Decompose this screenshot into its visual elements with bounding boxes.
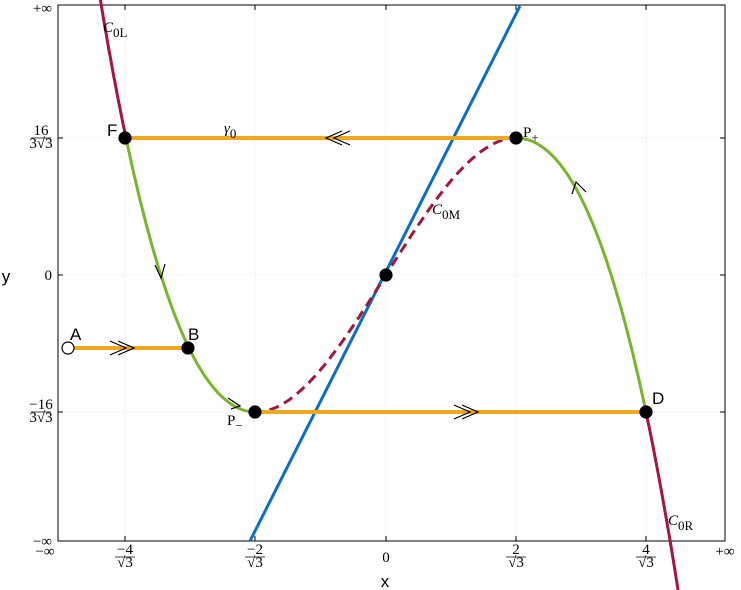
x-axis-label: x	[381, 572, 390, 590]
arrows	[109, 130, 587, 420]
point	[61, 341, 75, 355]
point-label-p-minus-sub: −	[235, 418, 242, 433]
plot-frame	[57, 4, 726, 542]
tick-label: −∞	[35, 544, 54, 560]
double-arrow	[453, 404, 480, 420]
y-axis-label: y	[2, 267, 11, 286]
point	[118, 131, 132, 145]
tick-numerator: 16	[34, 123, 50, 139]
tick-label: +∞	[33, 1, 52, 17]
tick-denominator: √3	[508, 555, 524, 571]
tick-numerator: 2	[512, 542, 520, 558]
unstable-middle	[268, 136, 517, 412]
tick-numerator: 4	[642, 542, 650, 558]
flow-arrow	[571, 180, 587, 195]
tick-label: 0	[45, 268, 53, 284]
curve-label-sub: 0M	[442, 207, 461, 222]
point-label: D	[652, 389, 664, 408]
curve-label-base: γ	[224, 121, 231, 137]
double-arrow	[324, 130, 351, 146]
point	[639, 405, 653, 419]
flow-arrow	[227, 397, 242, 410]
curve-label-base: C	[668, 513, 679, 529]
point-label-p-plus-base: P	[523, 125, 531, 141]
curve-label-sub: 0	[230, 126, 237, 141]
point-label-p-plus-sub: +	[531, 130, 538, 145]
tick-denominator: 3√3	[29, 136, 52, 152]
curve-label-sub: 0L	[113, 25, 128, 40]
point-label: A	[70, 325, 82, 344]
point-label: B	[188, 325, 199, 344]
tick-denominator: √3	[117, 555, 133, 571]
tick-numerator: −2	[247, 542, 263, 558]
curve-label-base: C	[432, 202, 443, 218]
tick-denominator: √3	[638, 555, 654, 571]
flow-arrow	[154, 263, 166, 280]
point-label-p-plus: P+	[523, 125, 539, 145]
curve-label: C0M	[432, 202, 461, 222]
branch-left	[98, 0, 128, 139]
curve-label: C0R	[668, 513, 694, 533]
point	[181, 341, 195, 355]
point-label-p-minus: P−	[227, 413, 243, 433]
point-label-p-minus-base: P	[227, 413, 235, 429]
point	[379, 268, 393, 282]
tick-label: +∞	[715, 544, 734, 560]
tick-denominator: √3	[247, 555, 263, 571]
curve-label: C0L	[103, 20, 128, 40]
point	[248, 405, 262, 419]
tick-numerator: −4	[117, 542, 133, 558]
stable-right	[516, 136, 648, 413]
tick-label: 0	[382, 550, 390, 566]
point	[509, 131, 523, 145]
branch-right	[644, 411, 680, 590]
tick-denominator: 3√3	[29, 410, 52, 426]
curve-label: γ0	[224, 121, 236, 141]
curve-label-base: C	[103, 20, 114, 36]
curve-label-sub: 0R	[678, 518, 694, 533]
tick-numerator: −16	[29, 397, 53, 413]
tick-label: −∞	[33, 534, 52, 550]
point-label: F	[107, 121, 117, 140]
double-arrow	[109, 340, 136, 356]
